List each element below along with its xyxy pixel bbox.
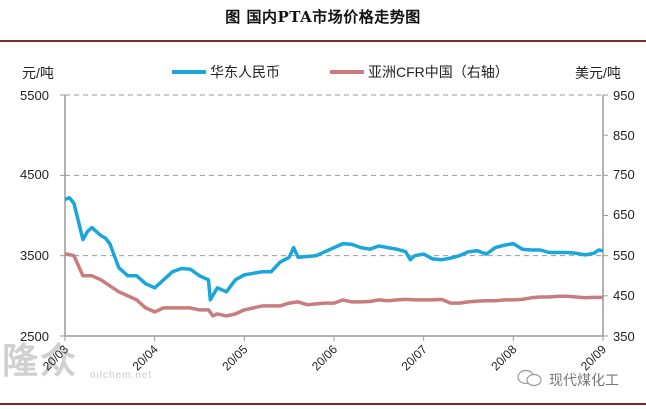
legend-label: 亚洲CFR中国（右轴） xyxy=(368,64,509,80)
legend-item-east-china-rmb: 华东人民币 xyxy=(172,62,280,82)
source-label: 现代煤化工 xyxy=(549,371,619,388)
svg-text:20/04: 20/04 xyxy=(130,342,161,373)
top-rule xyxy=(0,40,646,42)
legend-swatch-red xyxy=(330,70,364,74)
legend-label: 华东人民币 xyxy=(210,64,280,80)
y2-tick-550: 550 xyxy=(613,248,635,263)
chart-title: 图 国内PTA市场价格走势图 xyxy=(225,8,421,26)
watermark-logo: 隆众 xyxy=(2,340,79,381)
y2-tick-950: 950 xyxy=(613,88,635,103)
watermark-url: oilchem.net xyxy=(90,370,153,381)
y2-tick-750: 750 xyxy=(613,167,635,182)
svg-text:20/08: 20/08 xyxy=(488,342,519,373)
y-tick-5500: 5500 xyxy=(20,88,49,103)
y2-tick-850: 850 xyxy=(613,128,635,143)
y-tick-4500: 4500 xyxy=(20,167,49,182)
source-credit: 现代煤化工 xyxy=(517,369,619,390)
right-axis-unit: 美元/吨 xyxy=(575,65,621,81)
y2-tick-450: 450 xyxy=(613,288,635,303)
series-lines xyxy=(64,196,604,318)
svg-text:20/06: 20/06 xyxy=(309,342,340,373)
y2-tick-350: 350 xyxy=(613,329,635,344)
legend-item-asia-cfr-china: 亚洲CFR中国（右轴） xyxy=(330,62,509,82)
svg-text:20/07: 20/07 xyxy=(399,342,430,373)
legend-swatch-blue xyxy=(172,70,206,74)
y-tick-3500: 3500 xyxy=(20,248,49,263)
bottom-rule xyxy=(0,403,646,405)
svg-text:20/05: 20/05 xyxy=(219,342,250,373)
gridlines xyxy=(65,94,603,257)
y-tick-2500: 2500 xyxy=(20,329,49,344)
svg-text:20/03: 20/03 xyxy=(40,342,71,373)
wechat-icon xyxy=(517,369,543,390)
left-axis-unit: 元/吨 xyxy=(22,65,54,81)
y2-tick-650: 650 xyxy=(613,207,635,222)
